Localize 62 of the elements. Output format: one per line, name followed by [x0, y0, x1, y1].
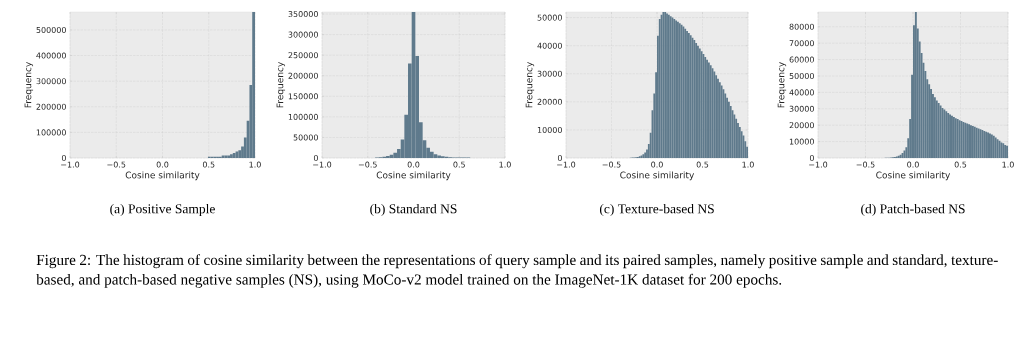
- y-tick-label: 300000: [36, 78, 66, 85]
- y-tick-label: 20000: [537, 98, 562, 105]
- x-tick-label: 1.0: [249, 161, 261, 168]
- x-tick-label: 0.0: [156, 161, 169, 168]
- x-tick-label: −0.5: [602, 161, 621, 168]
- x-axis-title: Cosine similarity: [376, 171, 451, 181]
- x-tick-label: 0.5: [954, 161, 967, 168]
- text: (b) Standard NS: [370, 203, 457, 217]
- x-tick-label: −1.0: [313, 161, 332, 168]
- x-tick-label: 0.5: [202, 161, 215, 168]
- y-tick-label: 150000: [288, 93, 318, 100]
- y-tick-label: 500000: [36, 26, 66, 33]
- y-tick-label: 20000: [789, 122, 814, 129]
- y-tick-label: 10000: [789, 138, 814, 145]
- x-axis-title: Cosine similarity: [620, 171, 695, 181]
- y-tick-label: 200000: [36, 103, 66, 110]
- y-axis-title: Frequency: [276, 62, 286, 108]
- x-tick-label: 1.0: [742, 161, 754, 168]
- y-tick-label: 80000: [789, 23, 814, 30]
- y-tick-label: 300000: [288, 31, 318, 38]
- y-tick-label: 10000: [537, 126, 562, 133]
- y-tick-label: 60000: [789, 56, 814, 63]
- x-tick-label: 0.0: [651, 161, 663, 168]
- y-axis-title: Frequency: [525, 62, 535, 108]
- x-tick-label: 0.0: [907, 161, 919, 168]
- x-tick-label: −0.5: [107, 161, 126, 168]
- y-tick-label: 40000: [789, 89, 814, 96]
- text: (c) Texture-based NS: [599, 203, 714, 217]
- y-tick-label: 30000: [537, 70, 562, 77]
- y-tick-label: 250000: [288, 52, 318, 59]
- x-tick-label: 1.0: [499, 161, 511, 168]
- y-tick-label: 50000: [789, 72, 814, 80]
- y-tick-label: 200000: [288, 72, 318, 79]
- x-axis-title: Cosine similarity: [876, 171, 951, 181]
- text: (d) Patch-based NS: [861, 203, 965, 217]
- x-axis-title: Cosine similarity: [125, 171, 200, 181]
- text: (a) Positive Sample: [110, 203, 215, 217]
- y-tick-label: 100000: [36, 129, 66, 136]
- x-tick-label: −1.0: [809, 161, 828, 168]
- x-tick-label: −1.0: [557, 161, 576, 168]
- x-tick-label: −1.0: [61, 161, 80, 168]
- x-tick-label: −0.5: [358, 161, 377, 168]
- y-axis-title: Frequency: [777, 62, 787, 108]
- caption: Figure 2: The histogram of cosine similarity between the representations of query sample and its paired samples, namely positive sample and standard, texture-based, and patch-based negative samples (NS), using MoCo-v2 model trained on the ImageNet-1K dataset for 200 epochs.: [36, 254, 998, 288]
- y-tick-label: 350000: [288, 11, 318, 18]
- y-tick-label: 400000: [36, 52, 66, 59]
- y-tick-label: 50000: [537, 14, 562, 21]
- y-tick-label: 0: [313, 154, 318, 162]
- y-tick-label: 0: [557, 154, 562, 162]
- x-tick-label: 0.5: [453, 161, 465, 168]
- y-tick-label: 0: [809, 154, 814, 162]
- y-axis-title: Frequency: [24, 62, 34, 108]
- y-tick-label: 50000: [293, 134, 318, 141]
- y-tick-label: 70000: [789, 40, 814, 47]
- y-tick-label: 100000: [288, 113, 318, 120]
- x-tick-label: 1.0: [1002, 161, 1014, 168]
- y-tick-label: 0: [61, 154, 66, 162]
- y-tick-label: 30000: [789, 105, 814, 112]
- x-tick-label: 0.5: [696, 161, 709, 168]
- x-tick-label: 0.0: [407, 161, 420, 168]
- x-tick-label: −0.5: [856, 161, 875, 168]
- y-tick-label: 40000: [537, 42, 562, 49]
